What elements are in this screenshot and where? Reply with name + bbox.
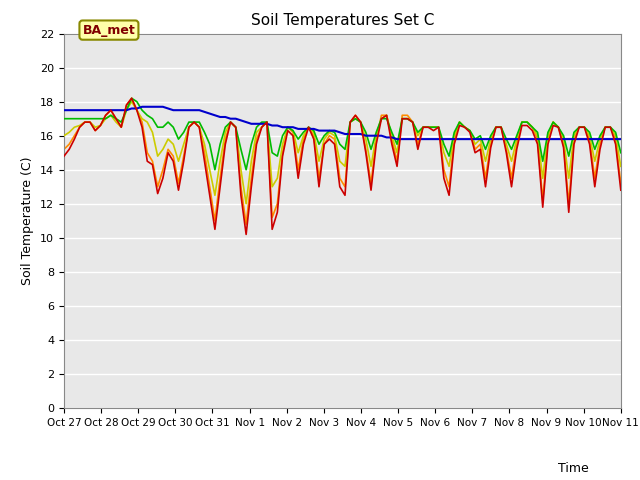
Text: BA_met: BA_met [83,24,135,36]
Text: Time: Time [558,462,589,475]
Title: Soil Temperatures Set C: Soil Temperatures Set C [251,13,434,28]
Y-axis label: Soil Temperature (C): Soil Temperature (C) [22,156,35,285]
